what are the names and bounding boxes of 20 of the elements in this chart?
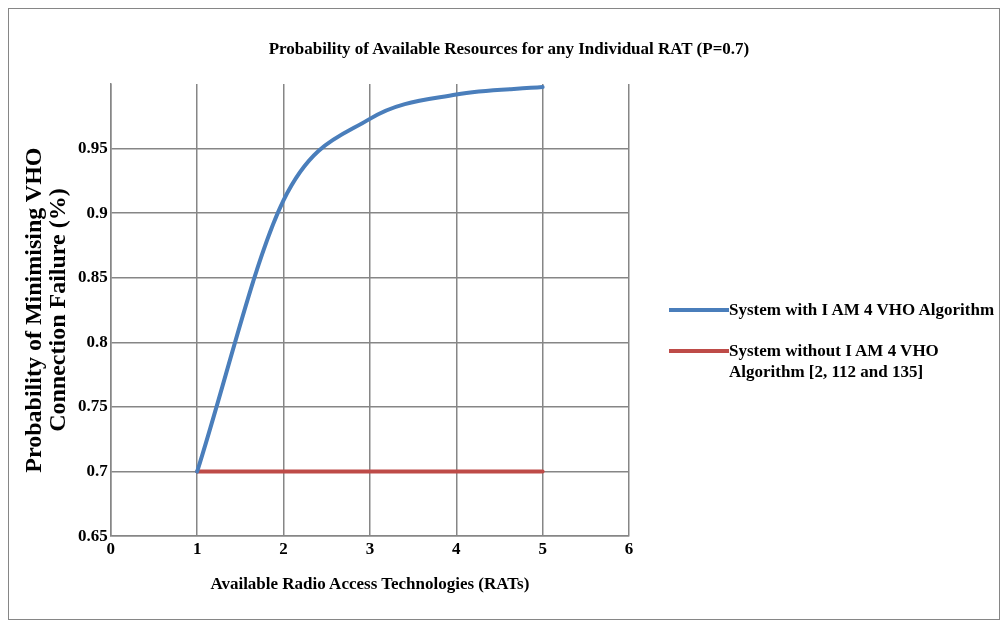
y-tick-label: 0.85	[78, 267, 108, 287]
x-tick-label: 6	[624, 538, 634, 558]
x-tick-label: 5	[538, 538, 547, 558]
x-tick-label: 3	[365, 538, 375, 558]
x-tick-label: 0	[106, 538, 115, 558]
x-tick-label: 1	[192, 538, 202, 558]
chart-title: Probability of Available Resources for any Individual RAT (P=0.7)	[267, 39, 751, 59]
legend-label: System with I AM 4 VHO Algorithm	[729, 299, 995, 320]
y-tick-label: 0.8	[86, 331, 108, 351]
x-tick-label: 2	[279, 538, 288, 558]
y-tick-label: 0.95	[78, 137, 108, 157]
line-series	[195, 85, 545, 474]
x-axis-title: Available Radio Access Technologies (RATs)	[210, 574, 530, 594]
y-axis-title: Probability of Minimising VHO Connection Failure (%)	[20, 147, 71, 473]
x-tick-label: 4	[452, 538, 461, 558]
y-tick-label: 0.7	[86, 460, 109, 480]
y-tick-label: 0.9	[86, 202, 108, 222]
y-tick-label: 0.75	[78, 396, 108, 416]
y-tick-label: 0.65	[78, 525, 108, 545]
legend-label: System without I AM 4 VHO Algorithm [2, 112 and 135]	[729, 340, 940, 382]
